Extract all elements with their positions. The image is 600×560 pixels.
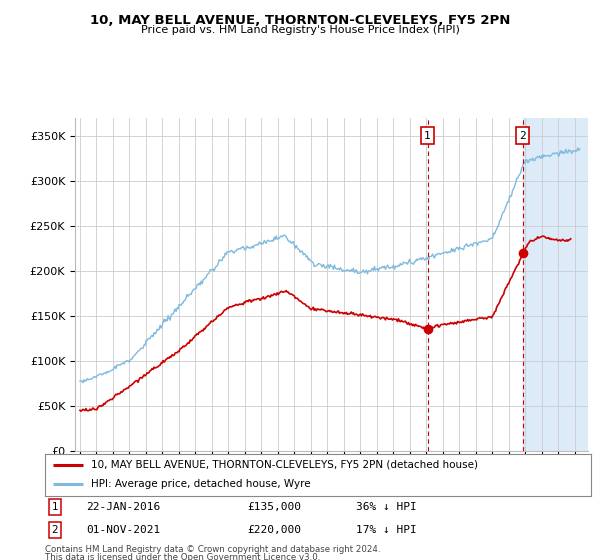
Text: 1: 1 <box>52 502 58 512</box>
Text: 2: 2 <box>519 130 526 141</box>
Text: 10, MAY BELL AVENUE, THORNTON-CLEVELEYS, FY5 2PN (detached house): 10, MAY BELL AVENUE, THORNTON-CLEVELEYS,… <box>91 460 478 470</box>
Text: Contains HM Land Registry data © Crown copyright and database right 2024.: Contains HM Land Registry data © Crown c… <box>45 545 380 554</box>
Text: 01-NOV-2021: 01-NOV-2021 <box>86 525 160 535</box>
Text: 22-JAN-2016: 22-JAN-2016 <box>86 502 160 512</box>
Text: This data is licensed under the Open Government Licence v3.0.: This data is licensed under the Open Gov… <box>45 553 320 560</box>
Text: 36% ↓ HPI: 36% ↓ HPI <box>356 502 417 512</box>
Text: 17% ↓ HPI: 17% ↓ HPI <box>356 525 417 535</box>
Text: £220,000: £220,000 <box>247 525 301 535</box>
Text: Price paid vs. HM Land Registry's House Price Index (HPI): Price paid vs. HM Land Registry's House … <box>140 25 460 35</box>
Text: 10, MAY BELL AVENUE, THORNTON-CLEVELEYS, FY5 2PN: 10, MAY BELL AVENUE, THORNTON-CLEVELEYS,… <box>90 14 510 27</box>
Text: 1: 1 <box>424 130 431 141</box>
Bar <box>523 118 588 451</box>
Text: HPI: Average price, detached house, Wyre: HPI: Average price, detached house, Wyre <box>91 479 311 489</box>
Text: 2: 2 <box>52 525 58 535</box>
Text: £135,000: £135,000 <box>247 502 301 512</box>
